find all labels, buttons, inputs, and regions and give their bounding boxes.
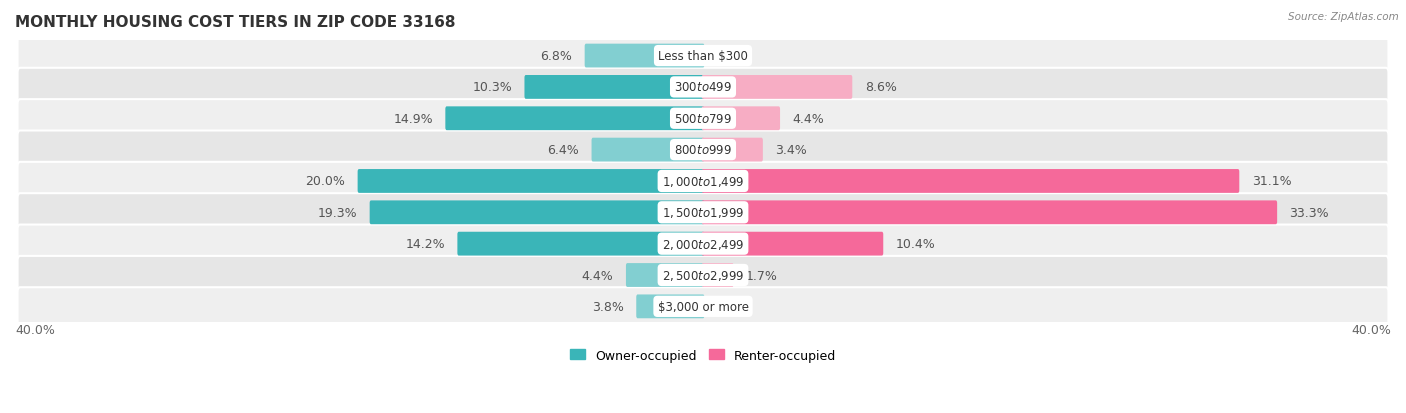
Text: 10.3%: 10.3% — [472, 81, 512, 94]
FancyBboxPatch shape — [702, 232, 883, 256]
FancyBboxPatch shape — [18, 162, 1388, 201]
FancyBboxPatch shape — [702, 138, 763, 162]
FancyBboxPatch shape — [702, 263, 734, 287]
Text: MONTHLY HOUSING COST TIERS IN ZIP CODE 33168: MONTHLY HOUSING COST TIERS IN ZIP CODE 3… — [15, 15, 456, 30]
FancyBboxPatch shape — [702, 76, 852, 100]
FancyBboxPatch shape — [702, 170, 1239, 193]
Text: $500 to $799: $500 to $799 — [673, 112, 733, 126]
Legend: Owner-occupied, Renter-occupied: Owner-occupied, Renter-occupied — [565, 344, 841, 367]
Text: 8.6%: 8.6% — [865, 81, 897, 94]
Text: 40.0%: 40.0% — [1351, 323, 1391, 336]
FancyBboxPatch shape — [592, 138, 704, 162]
FancyBboxPatch shape — [626, 263, 704, 287]
FancyBboxPatch shape — [18, 100, 1388, 138]
Text: 4.4%: 4.4% — [793, 112, 824, 126]
Text: 20.0%: 20.0% — [305, 175, 346, 188]
FancyBboxPatch shape — [585, 45, 704, 68]
Text: 4.4%: 4.4% — [582, 269, 613, 282]
Text: 33.3%: 33.3% — [1289, 206, 1329, 219]
FancyBboxPatch shape — [18, 194, 1388, 232]
FancyBboxPatch shape — [18, 131, 1388, 169]
Text: $3,000 or more: $3,000 or more — [658, 300, 748, 313]
Text: $1,000 to $1,499: $1,000 to $1,499 — [662, 175, 744, 188]
FancyBboxPatch shape — [18, 37, 1388, 76]
FancyBboxPatch shape — [702, 201, 1277, 225]
Text: 1.7%: 1.7% — [747, 269, 778, 282]
Text: 14.2%: 14.2% — [405, 237, 446, 251]
Text: 0.0%: 0.0% — [717, 300, 749, 313]
Text: 14.9%: 14.9% — [394, 112, 433, 126]
Text: $800 to $999: $800 to $999 — [673, 144, 733, 157]
Text: 19.3%: 19.3% — [318, 206, 357, 219]
Text: 0.0%: 0.0% — [717, 50, 749, 63]
FancyBboxPatch shape — [18, 256, 1388, 294]
Text: 6.4%: 6.4% — [547, 144, 579, 157]
FancyBboxPatch shape — [357, 170, 704, 193]
Text: $2,500 to $2,999: $2,500 to $2,999 — [662, 268, 744, 282]
FancyBboxPatch shape — [18, 287, 1388, 326]
Text: 3.4%: 3.4% — [775, 144, 807, 157]
Text: 6.8%: 6.8% — [540, 50, 572, 63]
FancyBboxPatch shape — [702, 107, 780, 131]
Text: 3.8%: 3.8% — [592, 300, 624, 313]
FancyBboxPatch shape — [457, 232, 704, 256]
Text: $300 to $499: $300 to $499 — [673, 81, 733, 94]
Text: 31.1%: 31.1% — [1251, 175, 1291, 188]
FancyBboxPatch shape — [524, 76, 704, 100]
Text: $2,000 to $2,499: $2,000 to $2,499 — [662, 237, 744, 251]
Text: 10.4%: 10.4% — [896, 237, 935, 251]
FancyBboxPatch shape — [18, 225, 1388, 263]
Text: Less than $300: Less than $300 — [658, 50, 748, 63]
FancyBboxPatch shape — [370, 201, 704, 225]
Text: $1,500 to $1,999: $1,500 to $1,999 — [662, 206, 744, 220]
Text: Source: ZipAtlas.com: Source: ZipAtlas.com — [1288, 12, 1399, 22]
Text: 40.0%: 40.0% — [15, 323, 55, 336]
FancyBboxPatch shape — [446, 107, 704, 131]
FancyBboxPatch shape — [18, 69, 1388, 107]
FancyBboxPatch shape — [637, 295, 704, 318]
